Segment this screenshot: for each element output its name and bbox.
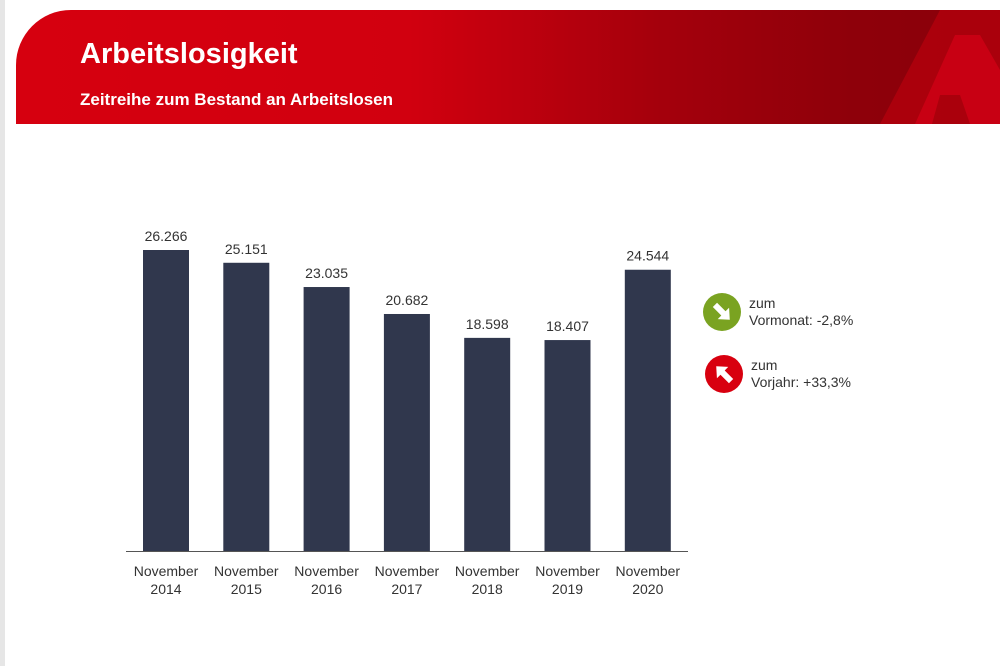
x-tick-label: November xyxy=(294,563,359,579)
data-label: 25.151 xyxy=(225,241,268,257)
left-edge xyxy=(0,0,5,666)
header-banner: Arbeitslosigkeit Zeitreihe zum Bestand a… xyxy=(16,10,1000,124)
logo-icon xyxy=(880,10,1000,124)
x-tick-label: 2020 xyxy=(632,581,663,597)
data-label: 20.682 xyxy=(385,292,428,308)
page-subtitle: Zeitreihe zum Bestand an Arbeitslosen xyxy=(80,90,393,109)
data-label: 18.407 xyxy=(546,318,589,334)
indicator-value: Vormonat: -2,8% xyxy=(749,312,854,328)
bar xyxy=(303,287,350,551)
bar xyxy=(624,269,671,551)
change-indicator-down: zum Vormonat: -2,8% xyxy=(703,293,853,331)
data-label: 24.544 xyxy=(626,248,669,264)
arrow-up-right-icon xyxy=(705,355,743,393)
bar xyxy=(544,340,591,551)
bar xyxy=(464,337,511,551)
x-tick-label: 2015 xyxy=(231,581,262,597)
indicator-label: zum xyxy=(751,357,778,373)
arrow-down-right-icon xyxy=(703,293,741,331)
indicator-value: Vorjahr: +33,3% xyxy=(751,374,852,390)
x-tick-label: November xyxy=(375,563,440,579)
x-tick-label: 2014 xyxy=(150,581,181,597)
x-tick-label: November xyxy=(616,563,681,579)
bar xyxy=(383,313,430,551)
x-tick-label: 2018 xyxy=(472,581,503,597)
data-label: 18.598 xyxy=(466,316,509,332)
x-tick-label: November xyxy=(134,563,199,579)
x-tick-label: 2019 xyxy=(552,581,583,597)
data-label: 23.035 xyxy=(305,265,348,281)
x-tick-label: November xyxy=(455,563,520,579)
page-title: Arbeitslosigkeit xyxy=(80,38,298,70)
x-tick-label: November xyxy=(214,563,279,579)
x-tick-label: 2016 xyxy=(311,581,342,597)
change-indicator-up: zum Vorjahr: +33,3% xyxy=(705,355,851,393)
x-tick-label: November xyxy=(535,563,600,579)
indicator-label: zum xyxy=(749,295,776,311)
x-tick-label: 2017 xyxy=(391,581,422,597)
data-label: 26.266 xyxy=(145,228,188,244)
bar xyxy=(143,250,189,551)
bar xyxy=(223,262,270,551)
